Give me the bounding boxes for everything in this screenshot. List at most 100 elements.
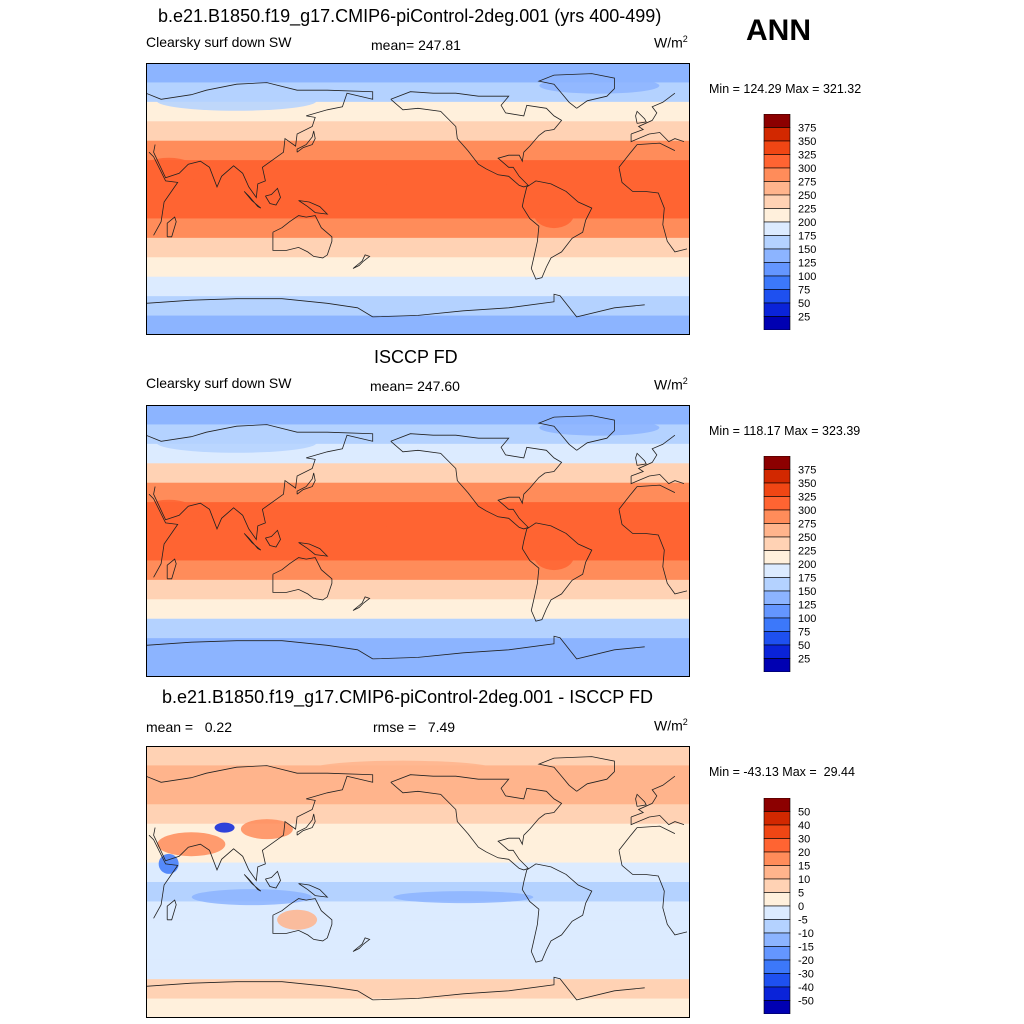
panel3-map: [146, 746, 690, 1018]
colorbar-tick-label: 25: [798, 312, 810, 324]
field-blob: [539, 77, 660, 94]
colorbar-tick-label: 300: [798, 505, 816, 517]
colorbar-tick-label: 40: [798, 820, 810, 832]
coastline: [537, 415, 615, 451]
coastline: [352, 596, 371, 611]
coastline: [166, 558, 177, 580]
field-band: [146, 599, 690, 620]
coastline: [635, 452, 647, 466]
colorbar-box: [763, 644, 791, 659]
coastline: [390, 91, 563, 188]
colorbar-box: [763, 1000, 791, 1014]
coastline: [296, 130, 316, 153]
colorbar-box: [763, 114, 791, 128]
field-band: [146, 463, 690, 484]
colorbar-box: [763, 536, 791, 551]
field-blob: [539, 419, 660, 436]
colorbar-tick-label: 225: [798, 204, 816, 216]
coastline: [166, 899, 177, 921]
colorbar-tick-label: 200: [798, 217, 816, 229]
colorbar-tick-label: 75: [798, 285, 810, 297]
colorbar-box: [763, 482, 791, 497]
field-blob: [199, 484, 244, 501]
colorbar-box: [763, 851, 791, 866]
coastline: [352, 254, 371, 269]
field-blob: [277, 909, 318, 930]
colorbar-tick-label: -15: [798, 942, 814, 954]
field-blob: [199, 142, 244, 159]
colorbar-box: [763, 878, 791, 893]
colorbar-box: [763, 154, 791, 169]
field-band: [146, 218, 690, 239]
field-band: [146, 843, 690, 864]
coastline: [298, 200, 329, 215]
panel1-mean-label: mean= 247.81: [371, 37, 461, 53]
map-frame: [146, 63, 690, 335]
map-frame: [146, 405, 690, 677]
coastline: [146, 82, 685, 199]
field-band: [146, 482, 690, 503]
colorbar-box: [763, 523, 791, 538]
colorbar-tick-label: -5: [798, 915, 808, 927]
colorbar-box: [763, 262, 791, 277]
field-band: [146, 746, 690, 766]
field-band: [146, 179, 690, 200]
colorbar-box: [763, 235, 791, 250]
colorbar-tick-label: 350: [798, 136, 816, 148]
field-band: [146, 541, 690, 561]
colorbar-box: [763, 563, 791, 578]
colorbar-box: [763, 181, 791, 196]
colorbar-tick-label: 325: [798, 150, 816, 162]
colorbar-box: [763, 838, 791, 853]
field-blob: [156, 90, 317, 111]
colorbar-tick-label: 0: [798, 901, 804, 913]
coastline: [537, 73, 615, 109]
coastline: [537, 756, 615, 792]
colorbar-tick-label: 200: [798, 559, 816, 571]
colorbar-box: [763, 496, 791, 511]
colorbar-box: [763, 604, 791, 619]
colorbar-tick-label: 20: [798, 847, 810, 859]
field-blob: [214, 822, 235, 833]
colorbar-tick-label: 275: [798, 177, 816, 189]
field-blob: [157, 832, 226, 857]
colorbar-box: [763, 127, 791, 142]
colorbar-tick-label: -10: [798, 928, 814, 940]
panel3-rmse-label: rmse = 7.49: [373, 719, 456, 735]
coastline: [166, 216, 177, 238]
colorbar-box: [763, 824, 791, 839]
colorbar-box: [763, 456, 791, 470]
colorbar-box: [763, 550, 791, 565]
field-band: [146, 862, 690, 883]
colorbar-tick-label: 375: [798, 465, 816, 477]
colorbar-tick-label: 350: [798, 478, 816, 490]
coastline: [521, 180, 593, 280]
colorbar-box: [763, 275, 791, 290]
field-band: [146, 920, 690, 941]
colorbar-tick-label: 175: [798, 573, 816, 585]
colorbar-tick-label: 150: [798, 244, 816, 256]
coastline: [296, 813, 316, 836]
colorbar-box: [763, 194, 791, 209]
colorbar-tick-label: -50: [798, 996, 814, 1008]
field-blob: [393, 891, 534, 904]
panel3-title: b.e21.B1850.f19_g17.CMIP6-piControl-2deg…: [162, 687, 653, 707]
colorbar-tick-label: 25: [798, 654, 810, 666]
colorbar-box: [763, 140, 791, 155]
colorbar-box: [763, 208, 791, 223]
field-blob: [272, 524, 413, 543]
field-blob: [534, 200, 574, 229]
colorbar-box: [763, 798, 791, 812]
field-band: [146, 804, 690, 825]
colorbar-box: [763, 811, 791, 826]
colorbar-box: [763, 590, 791, 605]
colorbar-box: [763, 946, 791, 961]
coastline: [148, 142, 688, 253]
colorbar-tick-label: 50: [798, 298, 810, 310]
field-blob: [158, 853, 179, 874]
panel1-units: W/m2: [654, 34, 688, 51]
field-band: [146, 657, 690, 677]
colorbar-tick-label: 225: [798, 546, 816, 558]
